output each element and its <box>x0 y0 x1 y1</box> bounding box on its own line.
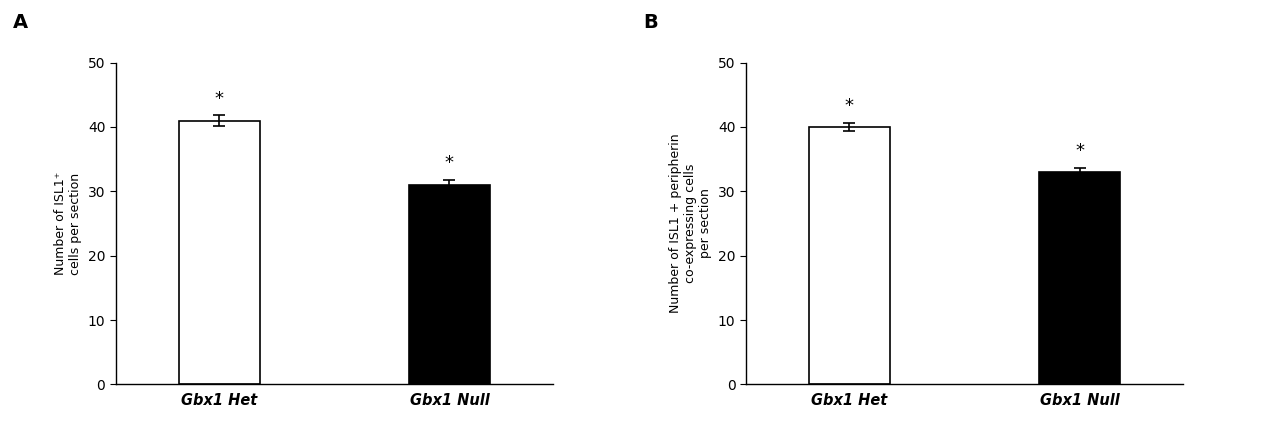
Text: A: A <box>13 13 28 33</box>
Text: *: * <box>445 154 454 172</box>
Y-axis label: Number of ISL1 + peripherin
co-expressing cells
per section: Number of ISL1 + peripherin co-expressin… <box>669 134 712 313</box>
Text: B: B <box>643 13 657 33</box>
Bar <box>409 185 490 384</box>
Text: *: * <box>1075 143 1084 160</box>
Text: *: * <box>845 97 854 115</box>
Y-axis label: Number of ISL1⁺
cells per section: Number of ISL1⁺ cells per section <box>54 172 82 275</box>
Text: *: * <box>215 90 224 108</box>
Bar <box>179 121 260 384</box>
Bar <box>1039 172 1120 384</box>
Bar <box>809 127 890 384</box>
